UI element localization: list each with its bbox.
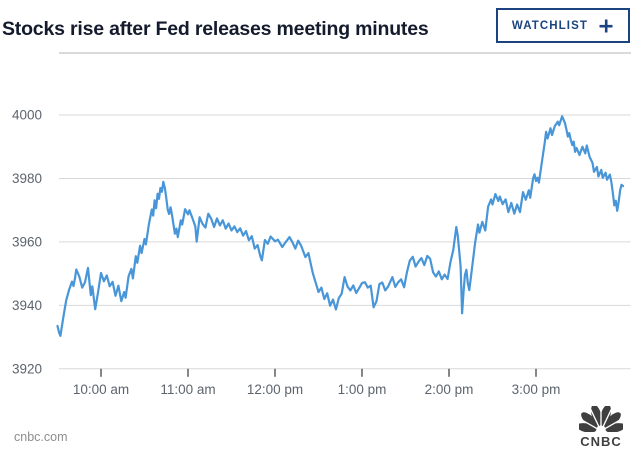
source-text: cnbc.com bbox=[14, 430, 68, 444]
x-axis-label: 2:00 pm bbox=[425, 382, 474, 397]
x-axis-label: 11:00 am bbox=[160, 382, 215, 397]
y-axis-label: 3940 bbox=[12, 298, 42, 313]
y-axis-label: 3980 bbox=[12, 171, 42, 186]
price-chart-canvas: 4000 3980 3960 3940 3920 10:00 am 11:00 am 12:0… bbox=[12, 108, 631, 397]
logo-text: CNBC bbox=[580, 434, 622, 449]
cnbc-logo: CNBC bbox=[575, 404, 627, 449]
watchlist-label: WATCHLIST bbox=[511, 19, 588, 32]
x-axis-label: 12:00 pm bbox=[247, 382, 303, 397]
x-axis-label: 3:00 pm bbox=[512, 382, 561, 397]
price-line bbox=[56, 115, 625, 337]
page-title: Stocks rise after Fed releases meeting m… bbox=[2, 18, 429, 41]
x-axis-label: 10:00 am bbox=[73, 382, 129, 397]
watchlist-button[interactable]: WATCHLIST bbox=[495, 8, 630, 43]
plus-icon bbox=[598, 18, 614, 34]
y-axis-label: 3960 bbox=[12, 234, 42, 249]
y-axis-label: 3920 bbox=[12, 361, 42, 376]
chart-area: 4000 3980 3960 3940 3920 10:00 am 11:00 am 12:0… bbox=[0, 60, 638, 405]
y-axis-label: 4000 bbox=[12, 108, 42, 123]
peacock-icon bbox=[576, 404, 626, 436]
x-axis-label: 1:00 pm bbox=[338, 382, 387, 397]
header-divider bbox=[59, 52, 631, 54]
